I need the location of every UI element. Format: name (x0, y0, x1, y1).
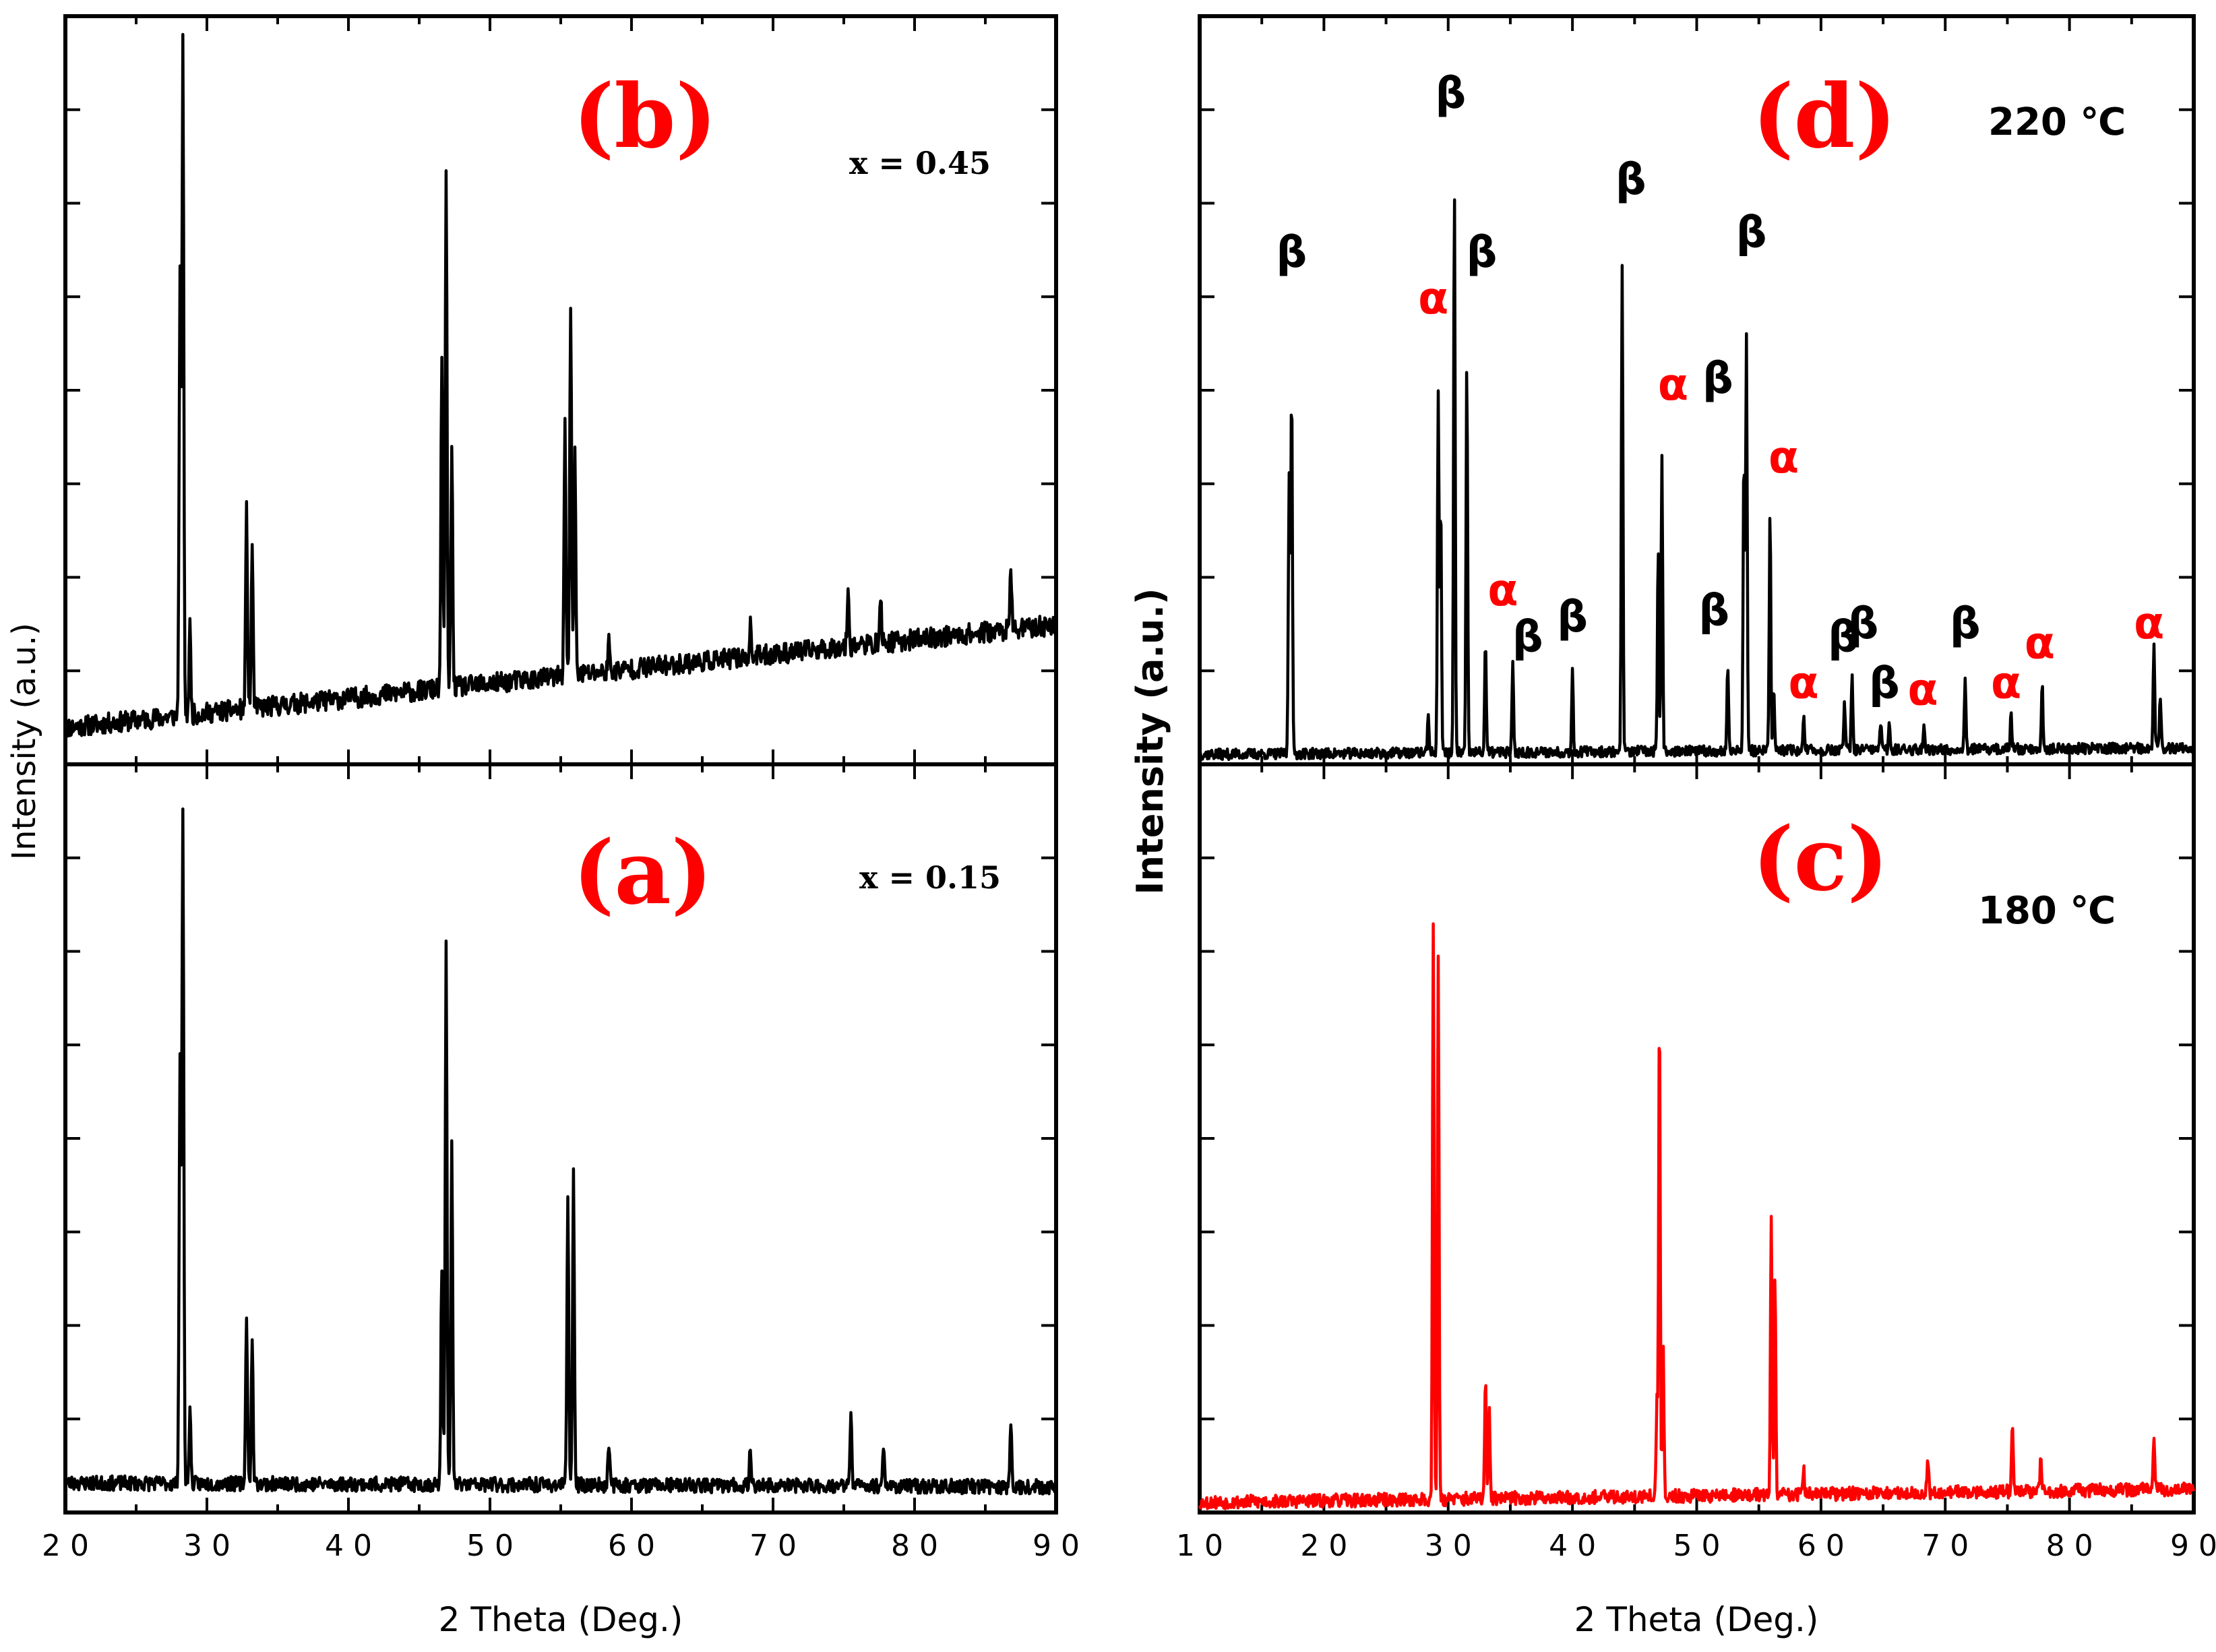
x-tick-label: 30 (183, 1529, 240, 1563)
alpha-phase-label: α (1658, 359, 1688, 410)
beta-phase-label: β (1512, 613, 1543, 663)
alpha-phase-label: α (1768, 431, 1799, 483)
panel-a-ticks (64, 763, 1057, 1514)
alpha-phase-label: α (2025, 617, 2055, 669)
alpha-phase-label: α (1907, 663, 1938, 715)
x-tick-label: 80 (2046, 1529, 2103, 1563)
alpha-phase-label: α (1487, 564, 1518, 616)
panel-b-ticks (64, 15, 1057, 766)
right-x-axis-title: 2 Theta (Deg.) (1574, 1600, 1819, 1639)
right-y-axis-title: Intensity (a.u.) (1129, 588, 1171, 894)
beta-phase-label: β (1615, 155, 1646, 205)
x-tick-label: 20 (42, 1529, 98, 1563)
alpha-phase-label: α (1418, 272, 1448, 324)
x-tick-label: 10 (1176, 1529, 1233, 1563)
alpha-phase-label: α (1788, 657, 1818, 709)
beta-phase-label: β (1698, 586, 1729, 636)
panel-a-composition: x = 0.15 (859, 859, 1001, 896)
alpha-phase-label: α (1991, 657, 2021, 709)
right-x-tick-labels: 10 20 30 40 50 60 70 80 90 (1176, 1529, 2216, 1563)
left-y-axis-title: Intensity (a.u.) (5, 623, 43, 860)
x-tick-label: 90 (1033, 1529, 1089, 1563)
x-tick-label: 20 (1300, 1529, 1357, 1563)
panel-b-composition: x = 0.45 (849, 145, 991, 181)
left-x-tick-labels: 20 30 40 50 60 70 80 90 (42, 1529, 1089, 1563)
beta-phase-label: β (1950, 599, 1981, 649)
x-tick-label: 70 (1921, 1529, 1978, 1563)
beta-phase-label: β (1436, 69, 1467, 119)
x-tick-label: 40 (325, 1529, 381, 1563)
panel-c: (c) 180 ℃ (1198, 762, 2196, 1515)
x-tick-label: 50 (466, 1529, 523, 1563)
panel-b-trace (64, 32, 1058, 738)
beta-phase-label: β (1736, 208, 1767, 257)
panel-c-temperature: 180 ℃ (1978, 889, 2116, 933)
x-tick-label: 80 (891, 1529, 948, 1563)
panel-d-tag: (d) (1752, 65, 1897, 168)
beta-phase-label: β (1467, 228, 1498, 278)
beta-phase-label: β (1276, 228, 1307, 278)
panel-c-ticks (1198, 763, 2195, 1514)
alpha-phase-label: α (2134, 597, 2164, 649)
x-tick-label: 90 (2170, 1529, 2216, 1563)
panel-b-tag: (b) (573, 65, 717, 168)
beta-phase-label: β (1869, 659, 1900, 709)
x-tick-label: 30 (1425, 1529, 1481, 1563)
x-tick-label: 50 (1673, 1529, 1730, 1563)
panel-a-tag: (a) (573, 821, 712, 924)
beta-phase-label: β (1702, 354, 1733, 404)
x-tick-label: 40 (1549, 1529, 1605, 1563)
x-tick-label: 70 (749, 1529, 806, 1563)
left-x-axis-title: 2 Theta (Deg.) (439, 1600, 683, 1639)
beta-phase-label: β (1848, 599, 1879, 649)
beta-phase-label: β (1557, 592, 1588, 642)
panel-a: (a) x = 0.15 (63, 762, 1058, 1515)
panel-c-trace (1198, 922, 2196, 1510)
panel-d-temperature: 220 ℃ (1988, 100, 2126, 144)
panel-d-trace (1198, 198, 2196, 762)
x-tick-label: 60 (608, 1529, 665, 1563)
panel-a-trace (63, 807, 1058, 1496)
x-tick-label: 60 (1797, 1529, 1854, 1563)
panel-c-tag: (c) (1752, 807, 1888, 911)
left-figure: (b) x = 0.45 (a) x = 0.15 20 30 40 50 60 70 80… (5, 14, 1089, 1639)
beta-phase-label: β (1828, 613, 1859, 663)
